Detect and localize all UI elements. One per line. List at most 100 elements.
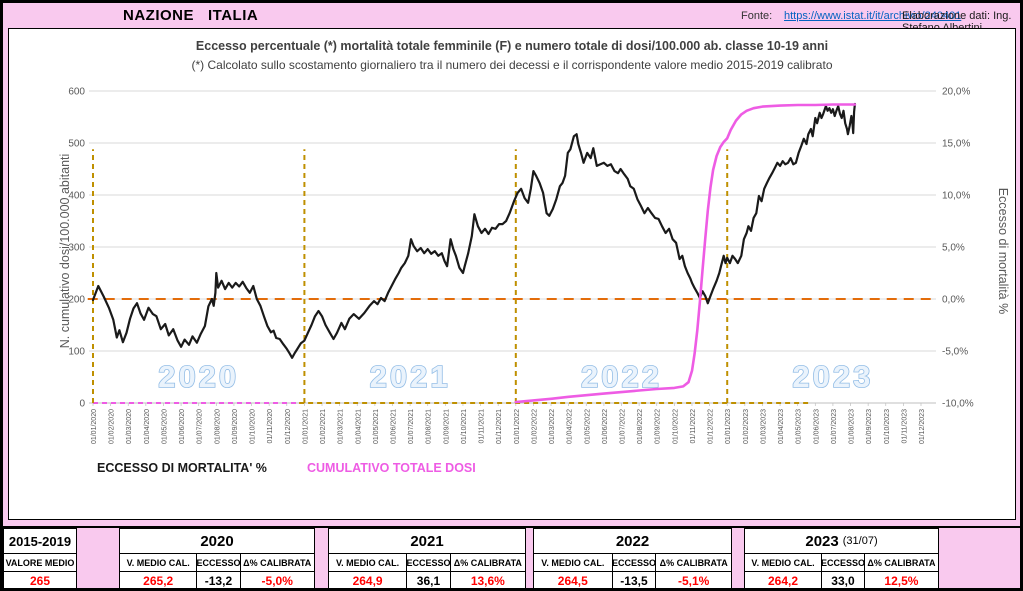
x-axis-tick-label: 01/04/2023 bbox=[778, 409, 785, 444]
year-header-2021: 2021 bbox=[328, 528, 526, 554]
col-header-1: ECCESSO bbox=[197, 554, 241, 572]
year-values-row: 264,2 33,0 12,5% bbox=[744, 572, 939, 588]
year-label: 2021 bbox=[410, 532, 444, 550]
x-axis-tick-label: 01/12/2023 bbox=[919, 409, 926, 444]
col-header-0: V. MEDIO CAL. bbox=[119, 554, 198, 572]
doses-line bbox=[514, 103, 857, 404]
x-axis-tick-label: 01/06/2023 bbox=[813, 409, 820, 444]
x-axis-tick-label: 01/03/2021 bbox=[338, 409, 345, 444]
year-subheader-row: V. MEDIO CAL. ECCESSO Δ% CALIBRATA bbox=[119, 554, 315, 572]
year-watermark-2021: 2021 bbox=[370, 359, 451, 394]
x-axis-tick-label: 01/12/2021 bbox=[496, 409, 503, 444]
year-value-1: 36,1 bbox=[407, 572, 451, 588]
x-axis-tick-label: 01/07/2021 bbox=[408, 409, 415, 444]
year-watermark-2020: 2020 bbox=[158, 359, 239, 394]
right-axis-tick-label: 20,0% bbox=[942, 87, 970, 98]
right-axis-tick-label: 10,0% bbox=[942, 191, 970, 202]
year-subheader-row: V. MEDIO CAL. ECCESSO Δ% CALIBRATA bbox=[533, 554, 732, 572]
x-axis-tick-label: 01/01/2022 bbox=[514, 409, 521, 444]
x-axis-tick-label: 01/09/2021 bbox=[443, 409, 450, 444]
source-link[interactable]: https://www.istat.it/it/archivio/240401 bbox=[784, 10, 962, 22]
legend-doses: CUMULATIVO TOTALE DOSI bbox=[307, 461, 476, 475]
x-axis-tick-label: 01/08/2023 bbox=[849, 409, 856, 444]
legend-mortality: ECCESSO DI MORTALITA' % bbox=[97, 461, 267, 475]
x-axis-tick-label: 01/02/2020 bbox=[109, 409, 116, 444]
x-axis-tick-label: 01/05/2020 bbox=[161, 409, 168, 444]
year-subheader-row: V. MEDIO CAL. ECCESSO Δ% CALIBRATA bbox=[744, 554, 939, 572]
year-label: 2023 bbox=[805, 532, 839, 550]
year-value-0: 264,2 bbox=[744, 572, 822, 588]
year-header-2022: 2022 bbox=[533, 528, 732, 554]
x-axis-tick-label: 01/01/2020 bbox=[91, 409, 98, 444]
top-header-bar: NAZIONE ITALIA Fonte: https://www.istat.… bbox=[3, 3, 1020, 34]
x-axis-tick-label: 01/09/2023 bbox=[866, 409, 873, 444]
left-axis-tick-label: 600 bbox=[68, 87, 85, 98]
col-header-0: V. MEDIO CAL. bbox=[533, 554, 613, 572]
x-axis-tick-label: 01/08/2022 bbox=[637, 409, 644, 444]
x-axis-tick-label: 01/09/2022 bbox=[655, 409, 662, 444]
left-axis-tick-label: 300 bbox=[68, 243, 85, 254]
mortality-line bbox=[91, 102, 857, 359]
left-axis-title: N. cumulativo dosi/100.000 abitanti bbox=[58, 154, 72, 349]
x-axis-tick-label: 01/02/2023 bbox=[743, 409, 750, 444]
year-subheader-row: V. MEDIO CAL. ECCESSO Δ% CALIBRATA bbox=[328, 554, 526, 572]
col-header-0: V. MEDIO CAL. bbox=[744, 554, 822, 572]
year-value-1: -13,5 bbox=[612, 572, 657, 588]
x-axis-tick-label: 01/08/2021 bbox=[426, 409, 433, 444]
chart-subtitle: (*) Calcolato sullo scostamento giornali… bbox=[191, 58, 833, 72]
year-suffix: (31/07) bbox=[842, 535, 878, 547]
x-axis-tick-label: 01/03/2020 bbox=[126, 409, 133, 444]
x-axis-tick-label: 01/05/2023 bbox=[796, 409, 803, 444]
x-axis-tick-label: 01/11/2023 bbox=[901, 409, 908, 444]
x-axis-tick-label: 01/11/2020 bbox=[267, 409, 274, 444]
line-chart: 0 100 200 300 400 500 600 -10,0% -5,0% 0,0% 5,0% 10… bbox=[58, 87, 1010, 445]
year-value-2: -5,0% bbox=[240, 572, 315, 588]
x-axis-tick-label: 01/12/2022 bbox=[708, 409, 715, 444]
year-value-0: 264,9 bbox=[328, 572, 408, 588]
baseline-value: 265 bbox=[3, 572, 77, 588]
year-value-0: 264,5 bbox=[533, 572, 613, 588]
x-axis-tick-label: 01/05/2021 bbox=[373, 409, 380, 444]
baseline-row-label: VALORE MEDIO bbox=[3, 554, 77, 572]
x-axis-tick-label: 01/04/2022 bbox=[567, 409, 574, 444]
right-axis-tick-label: 15,0% bbox=[942, 139, 970, 150]
x-axis-tick-label: 01/10/2022 bbox=[672, 409, 679, 444]
year-value-2: 12,5% bbox=[864, 572, 939, 588]
x-axis-tick-label: 01/08/2020 bbox=[214, 409, 221, 444]
year-value-0: 265,2 bbox=[119, 572, 198, 588]
col-header-2: Δ% CALIBRATA bbox=[450, 554, 526, 572]
col-header-0: V. MEDIO CAL. bbox=[328, 554, 408, 572]
left-axis-tick-label: 400 bbox=[68, 191, 85, 202]
x-axis-tick-label: 01/07/2020 bbox=[197, 409, 204, 444]
x-axis-tick-label: 01/10/2021 bbox=[461, 409, 468, 444]
right-axis-tick-label: 0,0% bbox=[942, 295, 965, 306]
x-axis-tick-label: 01/09/2020 bbox=[232, 409, 239, 444]
year-value-2: -5,1% bbox=[656, 572, 732, 588]
x-axis-tick-label: 01/01/2021 bbox=[302, 409, 309, 444]
year-header-2023: 2023 (31/07) bbox=[744, 528, 939, 554]
year-values-row: 264,5 -13,5 -5,1% bbox=[533, 572, 732, 588]
x-axis-tick-label: 01/02/2022 bbox=[531, 409, 538, 444]
x-axis-tick-label: 01/12/2020 bbox=[285, 409, 292, 444]
right-axis-title: Eccesso di mortalità % bbox=[996, 188, 1010, 314]
x-axis-tick-label: 01/03/2022 bbox=[549, 409, 556, 444]
x-axis-tick-label: 01/06/2020 bbox=[179, 409, 186, 444]
year-block-2023: 2023 (31/07) V. MEDIO CAL. ECCESSO Δ% CALIBR… bbox=[744, 528, 939, 588]
x-axis-tick-label: 01/06/2022 bbox=[602, 409, 609, 444]
x-axis-tick-label: 01/07/2022 bbox=[620, 409, 627, 444]
x-axis-tick-label: 01/07/2023 bbox=[831, 409, 838, 444]
left-axis-tick-label: 100 bbox=[68, 347, 85, 358]
year-header-2020: 2020 bbox=[119, 528, 315, 554]
source-label: Fonte: bbox=[741, 10, 773, 22]
x-axis-tick-label: 01/06/2021 bbox=[390, 409, 397, 444]
year-values-row: 264,9 36,1 13,6% bbox=[328, 572, 526, 588]
baseline-period: 2015-2019 bbox=[3, 528, 77, 554]
nation-title: NAZIONE ITALIA bbox=[123, 7, 259, 24]
right-axis-tick-label: -5,0% bbox=[942, 347, 968, 358]
chart-panel: Eccesso percentuale (*) mortalità totale… bbox=[8, 28, 1016, 520]
year-label: 2022 bbox=[615, 532, 650, 550]
right-axis-tick-label: -10,0% bbox=[942, 399, 974, 410]
table-top-border bbox=[3, 526, 1020, 528]
x-axis-tick-label: 01/11/2022 bbox=[690, 409, 697, 444]
